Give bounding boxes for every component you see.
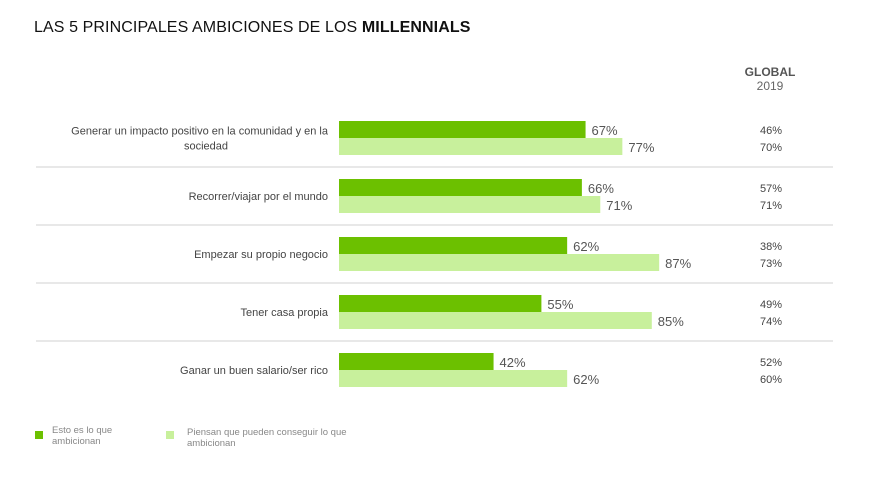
value-label: 62% [573, 239, 599, 254]
global-year: 2019 [756, 79, 784, 93]
title-prefix: LAS 5 PRINCIPALES AMBICIONES DE LOS [34, 19, 362, 36]
bar-series2 [339, 370, 568, 387]
value-label: 42% [500, 355, 526, 370]
value-label: 85% [658, 314, 684, 329]
bar-series1 [339, 295, 542, 312]
global-header: GLOBAL [744, 65, 796, 79]
value-label: 71% [606, 198, 632, 213]
legend-label-ambicionan: Esto es lo que ambicionan [52, 425, 113, 447]
bar-series1 [339, 179, 582, 196]
value-label: 55% [547, 297, 573, 312]
value-label: 67% [592, 123, 618, 138]
title-bold: MILLENNIALS [361, 19, 471, 36]
global-2019-value: 57% [760, 183, 782, 195]
value-label: 66% [588, 181, 614, 196]
value-label: 62% [573, 372, 599, 387]
category-label: Empezar su propio negocio [194, 249, 328, 261]
value-label: 77% [628, 140, 654, 155]
global-2019-value: 46% [760, 125, 782, 137]
global-2019-value: 38% [760, 241, 782, 253]
global-2019-value: 74% [760, 316, 782, 328]
category-label: Tener casa propia [241, 307, 329, 319]
global-2019-value: 73% [760, 258, 782, 270]
bar-series1 [339, 353, 494, 370]
chart-title: LAS 5 PRINCIPALES AMBICIONES DE LOS MILL… [34, 19, 471, 37]
global-2019-value: 70% [760, 142, 782, 154]
legend-swatch-pueden-conseguir [166, 431, 174, 439]
category-label: Recorrer/viajar por el mundo [189, 191, 328, 203]
bar-series2 [339, 312, 652, 329]
global-2019-value: 49% [760, 299, 782, 311]
bar-series2 [339, 254, 660, 271]
value-label: 87% [665, 256, 691, 271]
legend-swatch-ambicionan [35, 431, 43, 439]
bar-series2 [339, 138, 623, 155]
global-2019-value: 52% [760, 357, 782, 369]
bar-series2 [339, 196, 601, 213]
global-2019-value: 60% [760, 374, 782, 386]
bar-series1 [339, 237, 568, 254]
legend-label-pueden-conseguir: Piensan que pueden conseguir lo que ambi… [187, 427, 347, 449]
bar-series1 [339, 121, 586, 138]
category-label: Ganar un buen salario/ser rico [180, 365, 328, 377]
category-label: Generar un impacto positivo en la comuni… [71, 126, 329, 153]
global-2019-value: 71% [760, 200, 782, 212]
